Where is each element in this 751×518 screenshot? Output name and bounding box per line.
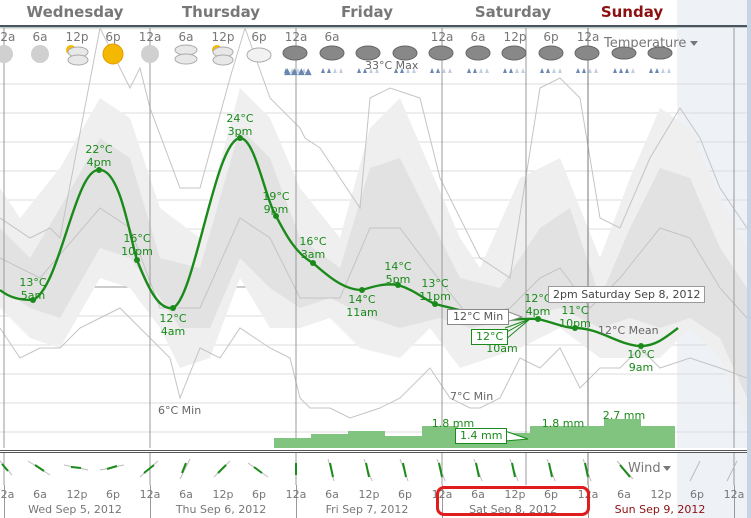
day-label-saturday[interactable]: Saturday [474, 3, 552, 21]
hour-tick: 6a [33, 488, 47, 501]
svg-text:▲▲▲▲: ▲▲▲▲ [284, 67, 312, 77]
temp-point-label: 19°C 9pm [262, 190, 290, 216]
precip-callout: 1.4 mm [455, 428, 508, 444]
temp-point-label: 12°C 4pm [524, 292, 552, 318]
temp-point-label: 13°C 5am [19, 276, 47, 302]
temp-point-label: 13°C 11pm [419, 277, 451, 303]
day-label-friday[interactable]: Friday [340, 3, 394, 21]
hour-tick: 12a [139, 488, 161, 501]
temp-point-label: 12°C 4am [159, 312, 187, 338]
temperature-selector-label: Temperature [604, 36, 687, 51]
hour-tick: 12a [576, 30, 600, 44]
precip-label: 2.7 mm [602, 409, 646, 422]
temp-callout: 12°C [471, 329, 509, 345]
wind-selector-label: Wind [628, 461, 661, 476]
date-label-thu: Thu Sep 6, 2012 [175, 503, 267, 516]
hour-tick: 6a [470, 30, 486, 44]
wind-selector[interactable]: Wind [628, 461, 671, 476]
date-label-sun: Sun Sep 9, 2012 [614, 503, 706, 516]
temp-point-label: 16°C 10pm [121, 232, 153, 258]
temp-point-label: 11°C 10pm [559, 304, 591, 330]
temp-point-label: 10am [486, 342, 518, 355]
hour-tick: 6a [179, 488, 193, 501]
hour-tick: 6a [617, 488, 631, 501]
hour-tick: 12a [430, 30, 454, 44]
min-temp-label-thu: 6°C Min [158, 404, 202, 417]
day-divider [296, 485, 297, 518]
chevron-down-icon [690, 41, 699, 46]
hour-tick: 6a [178, 30, 194, 44]
hour-tick: 12a [723, 488, 745, 501]
hour-tick: 12p [503, 30, 527, 44]
wind-arrows [0, 453, 738, 485]
temp-point-label: 22°C 4pm [85, 143, 113, 169]
highlight-box [436, 486, 590, 516]
day-label-thursday[interactable]: Thursday [181, 3, 261, 21]
scroll-border [747, 0, 751, 518]
hour-tick: 6a [324, 30, 340, 44]
temp-point-label: 10°C 9am [627, 348, 655, 374]
wind-row: Wind [0, 450, 747, 488]
hour-tick: 6p [543, 30, 559, 44]
mean-temp-label: 12°C Mean [598, 324, 659, 337]
temp-point-label: 16°C 3am [299, 235, 327, 261]
date-label-sat: Sat Sep 8, 2012 [469, 503, 557, 516]
hour-tick: 12a [284, 30, 308, 44]
hour-tick: 12p [504, 488, 526, 501]
future-shade [677, 453, 747, 485]
hour-tick: 12p [212, 488, 234, 501]
hour-tick: 6a [325, 488, 339, 501]
date-axis: 12a 6a 12p 6p 12a 6a 12p 6p 12a 6a 12p 6… [0, 485, 747, 518]
day-label-sunday[interactable]: Sunday [600, 3, 664, 21]
hover-tooltip: 2pm Saturday Sep 8, 2012 [548, 286, 706, 303]
hour-tick: 6a [32, 30, 48, 44]
date-label-fri: Fri Sep 7, 2012 [325, 503, 409, 516]
day-header-bar: Wednesday Thursday Friday Saturday Sunda… [0, 0, 751, 27]
min-callout: 12°C Min [447, 309, 510, 325]
precip-label: 1.8 mm [541, 417, 585, 430]
temp-point-label: 24°C 3pm [226, 112, 254, 138]
hour-tick: 12a [285, 488, 307, 501]
date-label-wed: Wed Sep 5, 2012 [28, 503, 122, 516]
hour-tick: 6p [544, 488, 558, 501]
future-shade [677, 0, 747, 25]
hour-tick: 6p [251, 30, 267, 44]
temp-point-label: 14°C 5pm [384, 260, 412, 286]
temp-point-label: 14°C 11am [346, 293, 378, 319]
day-divider [442, 485, 443, 518]
meteogram-chart[interactable]: ▲▲▲▲ 12a 6a 12p 6p 12a 6a 12p 6p 12a 6a … [0, 28, 747, 448]
day-divider [4, 485, 5, 518]
hour-tick: 12a [0, 30, 16, 44]
hour-tick: 12p [66, 488, 88, 501]
hour-tick: 12p [650, 488, 672, 501]
hour-tick: 12a [0, 488, 15, 501]
hour-tick: 6p [690, 488, 704, 501]
chart-canvas: ▲▲▲▲ [0, 28, 747, 448]
hour-tick: 12a [138, 30, 162, 44]
hour-tick: 6a [471, 488, 485, 501]
precip-label: 1.8 mm [431, 417, 475, 430]
day-divider [734, 485, 735, 518]
min-temp-label-sat: 7°C Min [450, 390, 494, 403]
future-shade [677, 485, 747, 518]
weather-icons-row: ▲▲▲▲ [0, 43, 673, 77]
temperature-selector[interactable]: Temperature [604, 36, 699, 51]
hour-tick: 12p [358, 488, 380, 501]
hour-tick: 6p [398, 488, 412, 501]
max-temp-label: 33°C Max [365, 59, 419, 72]
day-label-wednesday[interactable]: Wednesday [26, 3, 124, 21]
hour-tick: 12p [65, 30, 89, 44]
hour-tick: 6p [252, 488, 266, 501]
hour-tick: 6p [106, 488, 120, 501]
chevron-down-icon [662, 466, 671, 471]
hour-tick: 12p [211, 30, 235, 44]
day-divider [150, 485, 151, 518]
hour-tick: 6p [105, 30, 121, 44]
